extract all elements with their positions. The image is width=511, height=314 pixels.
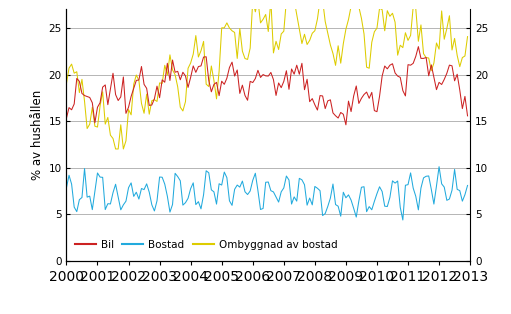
- Y-axis label: % av hushållen: % av hushållen: [31, 90, 44, 180]
- Legend: Bil, Bostad, Ombyggnad av bostad: Bil, Bostad, Ombyggnad av bostad: [72, 237, 340, 253]
